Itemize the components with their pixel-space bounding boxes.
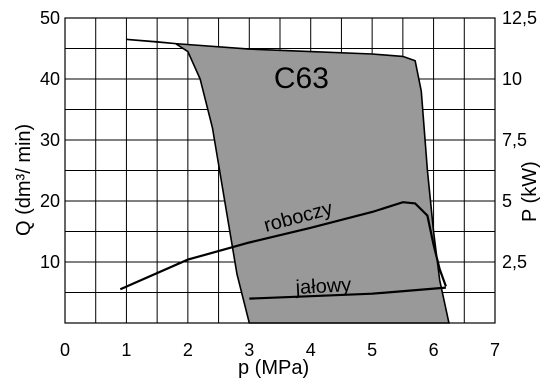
y-left-tick-label: 10 (40, 252, 60, 272)
operating-range-band (126, 38, 450, 324)
x-tick-label: 1 (121, 340, 131, 360)
series-roboczy-line (119, 201, 447, 291)
y-right-tick-label: 7,5 (502, 130, 527, 150)
x-tick-label: 2 (183, 340, 193, 360)
annotation-jalowy: jałowy (294, 274, 352, 299)
x-axis-label: p (MPa) (238, 357, 309, 379)
x-tick-label: 6 (429, 340, 439, 360)
x-tick-label: 5 (367, 340, 377, 360)
y-right-tick-label: 2,5 (502, 252, 527, 272)
y-right-tick-label: 5 (502, 191, 512, 211)
y-left-tick-label: 40 (40, 69, 60, 89)
power-lines (119, 201, 447, 300)
y-axis-right-label: P (kW) (519, 161, 541, 222)
x-tick-label: 4 (306, 340, 316, 360)
y-left-tick-label: 30 (40, 130, 60, 150)
operating-range-area (126, 38, 450, 324)
x-axis-ticks: 0 1 2 3 4 5 6 7 (60, 340, 500, 360)
y-right-tick-label: 10 (502, 69, 522, 89)
x-tick-label: 3 (244, 340, 254, 360)
x-tick-label: 0 (60, 340, 70, 360)
annotation-c63: C63 (274, 62, 329, 95)
x-tick-label: 7 (490, 340, 500, 360)
y-axis-right-ticks: 2,5 5 7,5 10 12,5 (502, 8, 537, 272)
y-axis-left-label: Q (dm³/ min) (13, 124, 35, 236)
y-left-tick-label: 20 (40, 191, 60, 211)
y-axis-left-ticks: 10 20 30 40 50 (40, 8, 60, 272)
series-jalowy-line (249, 286, 446, 300)
y-left-tick-label: 50 (40, 8, 60, 28)
y-right-tick-label: 12,5 (502, 8, 537, 28)
